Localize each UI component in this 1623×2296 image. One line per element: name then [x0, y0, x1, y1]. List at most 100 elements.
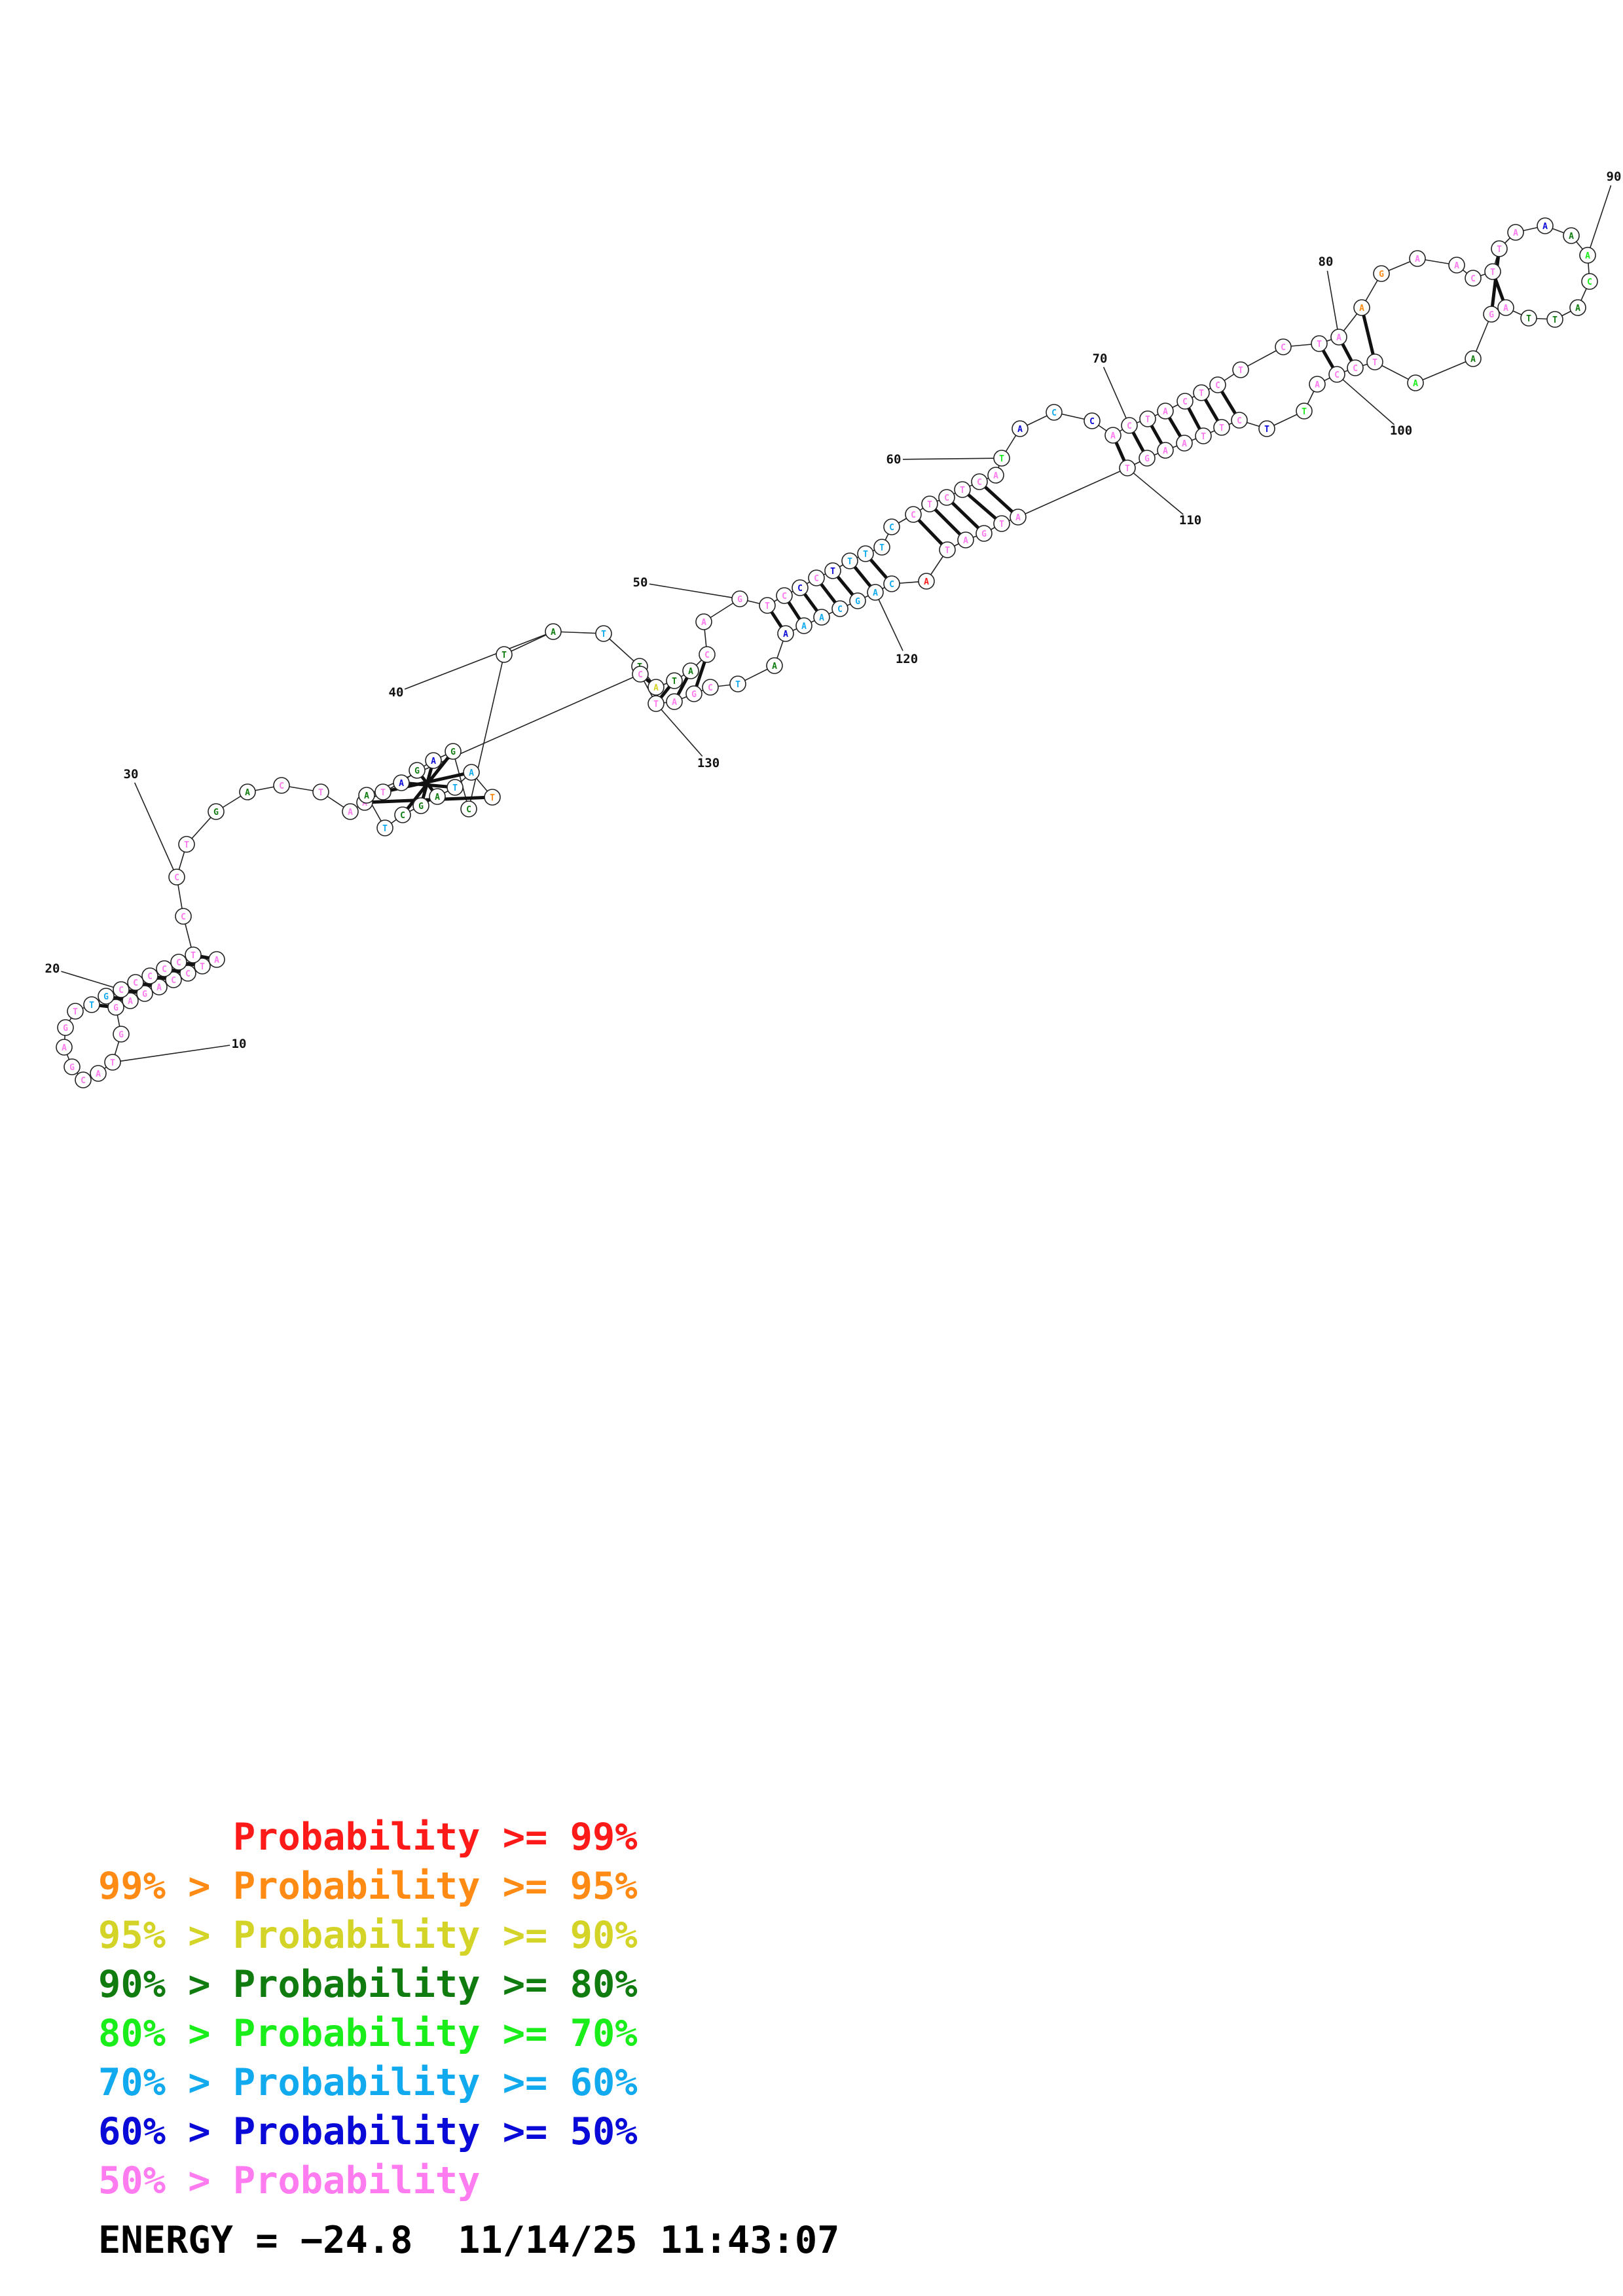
nucleotide: A [122, 992, 139, 1009]
nucleotide: C [938, 489, 955, 506]
backbone-segment [553, 631, 604, 634]
nucleotide: A [1309, 376, 1326, 393]
nucleotide-circle [342, 803, 359, 820]
nucleotide-circle [1012, 420, 1029, 437]
nucleotide-base: T [318, 788, 323, 798]
nucleotide: C [699, 646, 716, 663]
nucleotide-circle [682, 662, 699, 679]
nucleotide-circle [1483, 306, 1500, 323]
nucleotide: T [496, 646, 513, 663]
index-tick [61, 971, 114, 988]
nucleotide-circle [83, 996, 100, 1013]
nucleotide: A [957, 531, 974, 548]
nucleotide: C [1347, 359, 1364, 376]
nucleotide-base: C [1237, 416, 1242, 426]
legend-label: Probability [232, 2159, 481, 2202]
index-label: 10 [232, 1037, 247, 1051]
nucleotide-base: A [214, 956, 219, 965]
nucleotide-circle [993, 450, 1010, 467]
nucleotide-circle [127, 974, 144, 991]
nucleotide-base: T [73, 1007, 78, 1017]
nucleotide-base: T [847, 557, 852, 567]
nucleotide: T [1366, 353, 1383, 370]
nucleotide-base: C [889, 580, 894, 590]
nucleotide-circle [1353, 299, 1370, 316]
nucleotide: T [447, 779, 464, 796]
nucleotide: A [867, 584, 884, 601]
nucleotide-circle [1328, 366, 1345, 383]
nucleotide-circle [666, 693, 683, 710]
nucleotide-base: T [1238, 366, 1243, 376]
nucleotide: T [178, 836, 195, 853]
nucleotide-circle [695, 613, 712, 630]
nucleotide-circle [921, 495, 938, 512]
nucleotides: ATCCAGAGGTACGAGTTGCCCCCTCCTGACTAATAGAGCT… [56, 217, 1598, 1088]
nucleotide-circle [1330, 329, 1347, 346]
nucleotide-circle [702, 679, 719, 696]
nucleotide: T [194, 958, 211, 975]
nucleotide-base: C [797, 584, 803, 594]
nucleotide: G [64, 1058, 81, 1075]
nucleotide-base: C [782, 592, 787, 601]
nucleotide: T [857, 545, 874, 562]
nucleotide-circle [1084, 412, 1101, 429]
legend-lower-bound: 60% > [98, 2110, 233, 2153]
nucleotide: G [409, 762, 426, 779]
nucleotide-base: T [1302, 407, 1307, 417]
nucleotide-base: C [1182, 397, 1188, 407]
base-pair [853, 565, 872, 588]
nucleotide: C [702, 679, 719, 696]
nucleotide-base: G [63, 1024, 68, 1033]
nucleotide-circle [731, 590, 748, 607]
legend-row: Probability >= 99% [98, 1813, 638, 1862]
nucleotide-circle [939, 541, 956, 558]
nucleotide: G [849, 592, 866, 609]
nucleotide-circle [376, 819, 393, 836]
base-pair [869, 558, 888, 579]
nucleotide-base: T [1526, 314, 1531, 324]
legend-row: 50% > Probability [98, 2157, 638, 2206]
nucleotide-base: T [1125, 464, 1130, 474]
base-pair [934, 508, 962, 536]
nucleotide-circle [1193, 384, 1210, 401]
nucleotide-circle [208, 951, 225, 968]
nucleotide-circle [1373, 265, 1390, 282]
base-pair [1362, 315, 1375, 355]
nucleotide: A [666, 693, 683, 710]
nucleotide-base: C [119, 986, 124, 996]
legend-row: 80% > Probability >= 70% [98, 2009, 638, 2058]
nucleotide-circle [813, 609, 830, 626]
nucleotide: G [107, 999, 124, 1016]
nucleotide: G [976, 525, 993, 542]
base-pair [659, 685, 671, 699]
nucleotide-circle [175, 908, 192, 925]
index-tick [404, 634, 547, 690]
index-tick [878, 599, 903, 651]
nucleotide-circle [1563, 227, 1580, 244]
index-label: 90 [1607, 170, 1622, 184]
nucleotide: T [1195, 427, 1212, 444]
nucleotide-circle [358, 787, 375, 804]
nucleotide-base: T [1317, 340, 1322, 350]
nucleotide-base: T [110, 1058, 115, 1068]
nucleotide-base: C [1089, 417, 1095, 427]
nucleotide-circle [938, 489, 955, 506]
index-tick [1342, 379, 1395, 425]
nucleotide-circle [1296, 403, 1313, 420]
base-pair [1341, 343, 1353, 362]
nucleotide-base: C [1334, 370, 1340, 380]
nucleotide: C [831, 600, 848, 617]
base-pair [99, 1003, 109, 1009]
nucleotide-circle [460, 800, 477, 817]
legend-label: Probability >= 70% [232, 2012, 638, 2055]
nucleotide: T [993, 515, 1010, 532]
nucleotide: A [1012, 420, 1029, 437]
nucleotide-base: A [1359, 304, 1364, 314]
nucleotide-base: C [944, 493, 949, 503]
nucleotide: C [165, 971, 182, 988]
energy-label: ENERGY = −24.8 11/14/25 11:43:07 [98, 2219, 840, 2262]
nucleotide-base: T [490, 793, 495, 803]
base-pair [1131, 431, 1145, 452]
nucleotide-circle [1231, 412, 1248, 429]
nucleotide: C [1275, 338, 1292, 355]
